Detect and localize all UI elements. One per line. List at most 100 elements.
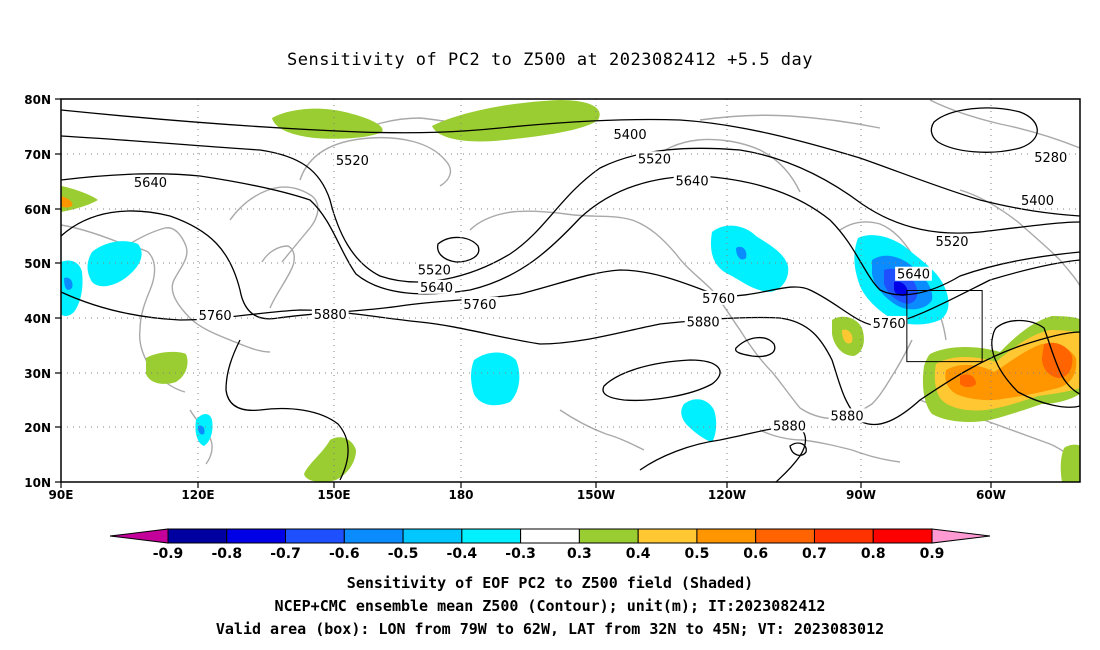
- color-bar: -0.9 -0.8 -0.7 -0.6 -0.5 -0.4 -0.3 0.3 0.4 0.5 0.6…: [109, 528, 991, 562]
- lat-label: 70N: [24, 148, 51, 162]
- contour-label: 5880: [687, 315, 720, 330]
- contour-label: 5400: [614, 128, 647, 143]
- colorbar-max-triangle: [931, 528, 991, 544]
- shade-patch: [61, 196, 73, 208]
- contour-label: 5760: [702, 292, 735, 307]
- contour-label: 5520: [418, 263, 451, 278]
- contour-label: 5640: [420, 281, 453, 296]
- colorbar-level-label: 0.4: [626, 546, 651, 562]
- lat-label: 60N: [24, 203, 51, 217]
- colorbar-level-label: 0.8: [861, 546, 886, 562]
- lon-label: 120E: [181, 488, 214, 502]
- colorbar-level-label: -0.7: [270, 546, 301, 562]
- lat-label: 10N: [24, 476, 51, 490]
- contour-label-bg: [636, 151, 673, 166]
- colorbar-min-triangle: [109, 528, 169, 544]
- shade-patch: [710, 225, 789, 292]
- colorbar-swatch: [285, 528, 345, 544]
- contour-5520-low: [436, 236, 480, 263]
- shade-patch: [146, 351, 188, 384]
- shade-patch: [272, 108, 383, 139]
- shade-patch: [61, 260, 83, 316]
- shade-patch: [894, 281, 908, 297]
- contour-label-bg: [771, 418, 808, 433]
- contour-label: 5520: [935, 235, 968, 250]
- contour-label-bg: [196, 307, 234, 322]
- contour-label: 5520: [638, 152, 671, 167]
- contour-label: 5640: [676, 175, 709, 190]
- contour-label: 5760: [463, 298, 496, 313]
- lat-label: 80N: [24, 93, 51, 107]
- contour-label-bg: [1032, 150, 1070, 165]
- lon-label: 120W: [708, 488, 746, 502]
- contour-5520: [61, 135, 1080, 283]
- contour-label: 5760: [199, 309, 232, 324]
- contour-5880-high: [602, 359, 721, 402]
- contour-label-bg: [895, 266, 932, 281]
- shade-patch: [87, 241, 142, 287]
- shade-patch: [1060, 444, 1080, 482]
- contour-label-bg: [684, 314, 722, 329]
- colorbar-level-label: 0.5: [685, 546, 710, 562]
- contour-5880-high: [734, 337, 776, 358]
- colorbar-level-label: -0.6: [329, 546, 360, 562]
- contour-label: 5520: [336, 154, 369, 169]
- lon-label: 90E: [49, 488, 74, 502]
- contour-label-bg: [611, 127, 649, 142]
- contour-label: 5760: [873, 317, 906, 332]
- colorbar-level-label: 0.9: [920, 546, 945, 562]
- contour-label: 5880: [314, 308, 347, 323]
- shade-patch: [64, 277, 73, 290]
- lon-label: 60W: [976, 488, 1006, 502]
- colorbar-swatch: [813, 528, 874, 544]
- colorbar-swatch: [578, 528, 639, 544]
- colorbar-level-label: -0.8: [211, 546, 242, 562]
- shade-patch: [736, 246, 747, 260]
- contour-label-bg: [132, 174, 169, 189]
- contour-5880: [61, 291, 1080, 426]
- contour-5280-low: [930, 107, 1038, 153]
- sensitivity-shading: [61, 100, 1080, 482]
- contour-label: 5400: [1021, 194, 1054, 209]
- contour-label-bg: [673, 173, 711, 188]
- caption-line-3: Valid area (box): LON from 79W to 62W, L…: [215, 620, 885, 638]
- colorbar-swatch: [520, 528, 580, 544]
- contour-label-bg: [700, 290, 738, 305]
- valid-area-box: [906, 290, 983, 363]
- colorbar-swatch: [167, 528, 228, 544]
- contour-label: 5280: [1034, 151, 1067, 166]
- contour-label: 5880: [773, 419, 806, 434]
- shade-patch: [960, 374, 976, 387]
- contour-label-bg: [870, 315, 908, 330]
- contour-labels: 5400 5280 5520 5520 5400 5640 5640 5520 5520 5640…: [132, 127, 1070, 434]
- contour-label-bg: [461, 296, 499, 311]
- lon-label: 150W: [577, 488, 615, 502]
- contour-label-bg: [334, 152, 371, 167]
- contour-5880-south: [225, 339, 349, 481]
- contour-label-bg: [415, 262, 453, 277]
- caption-line-2: NCEP+CMC ensemble mean Z500 (Contour); u…: [274, 597, 826, 615]
- shade-patch: [842, 329, 853, 344]
- lat-label: 40N: [24, 312, 51, 326]
- colorbar-swatch: [226, 528, 287, 544]
- lon-label: 180: [448, 488, 473, 502]
- colorbar-level-label: 0.7: [802, 546, 827, 562]
- shade-patch: [432, 100, 600, 142]
- tick-marks: [55, 98, 992, 488]
- colorbar-level-label: -0.9: [153, 546, 184, 562]
- contour-5880-south: [789, 442, 807, 457]
- plot-frame: [60, 98, 1081, 483]
- lat-label: 30N: [24, 367, 51, 381]
- contour-label-bg: [1019, 192, 1056, 207]
- colorbar-swatch: [461, 528, 522, 544]
- colorbar-level-label: 0.3: [567, 546, 592, 562]
- contour-label-bg: [933, 233, 971, 248]
- caption-line-1: Sensitivity of EOF PC2 to Z500 field (Sh…: [346, 574, 754, 592]
- colorbar-level-label: -0.4: [447, 546, 478, 562]
- colorbar-swatch: [696, 528, 757, 544]
- lat-axis-labels: 80N 70N 60N 50N 40N 30N 20N 10N: [24, 93, 51, 490]
- map-title: Sensitivity of PC2 to Z500 at 2023082412…: [286, 50, 813, 70]
- colorbar-swatch: [402, 528, 463, 544]
- contour-label-bg: [418, 279, 455, 294]
